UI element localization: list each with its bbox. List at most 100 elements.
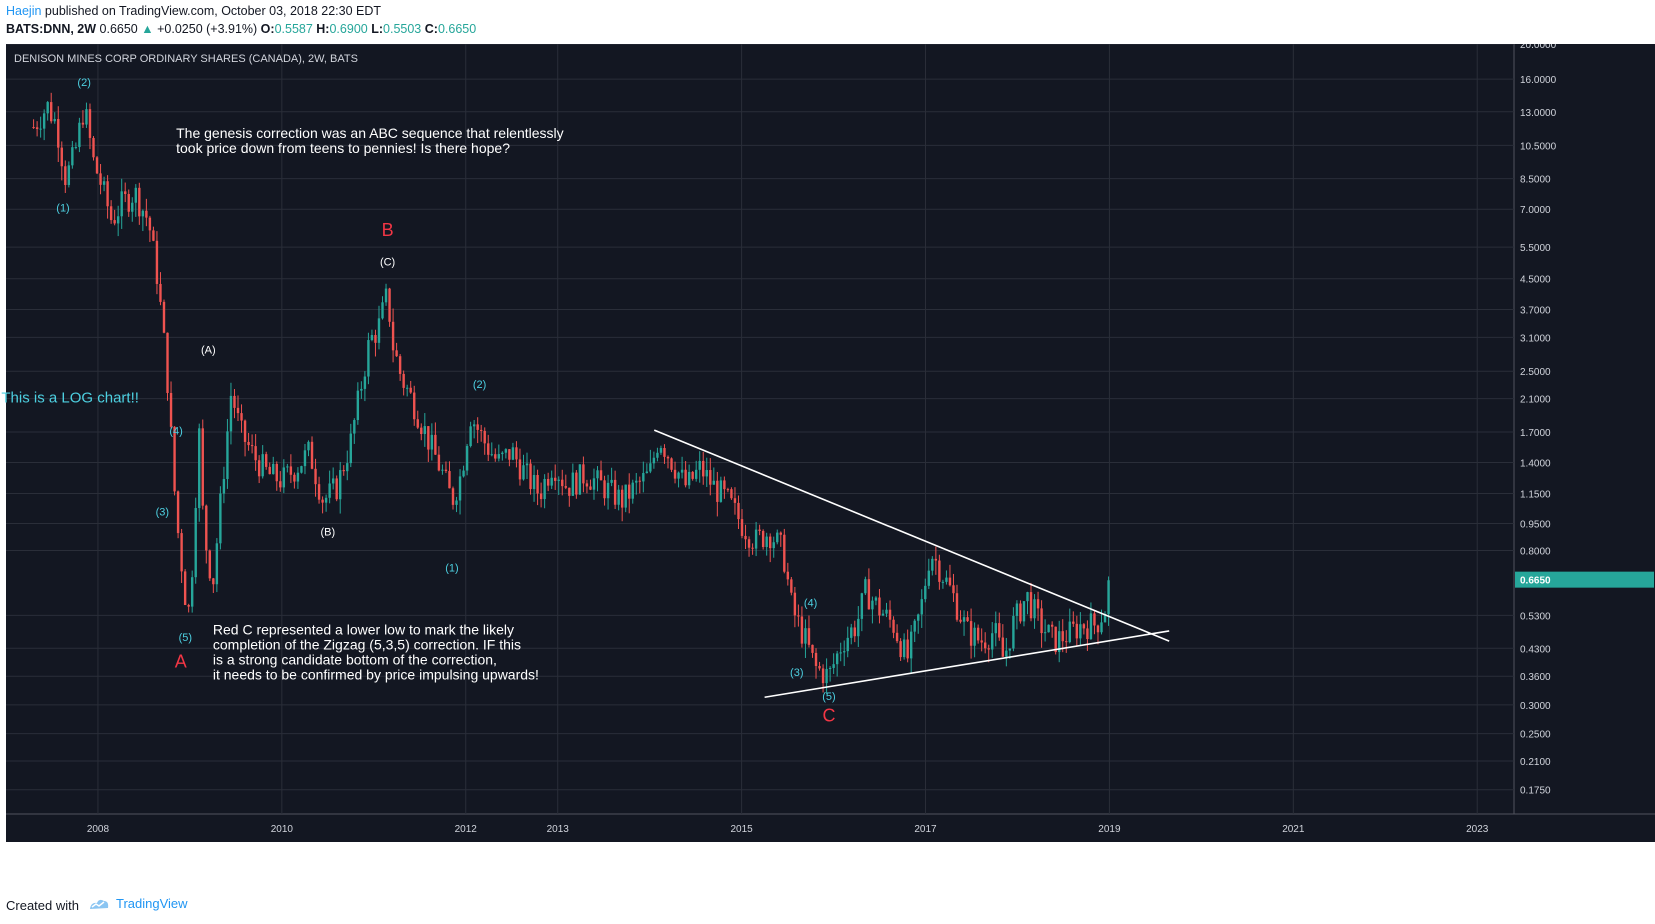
candle-body bbox=[395, 350, 398, 357]
candle-body bbox=[980, 640, 983, 643]
candle-body bbox=[783, 534, 786, 572]
candle-body bbox=[81, 122, 85, 125]
candle-body bbox=[342, 470, 345, 472]
candle-body bbox=[78, 122, 81, 148]
candle-body bbox=[1005, 650, 1008, 657]
candle-body bbox=[543, 478, 546, 500]
time-axis[interactable] bbox=[6, 814, 1655, 842]
candle-body bbox=[243, 420, 247, 442]
candle-body bbox=[490, 454, 493, 456]
candle-body bbox=[518, 459, 522, 480]
candle-body bbox=[363, 376, 367, 389]
last-price: 0.6650 bbox=[99, 22, 138, 36]
price-tick-label: 0.4300 bbox=[1520, 644, 1551, 655]
candle-body bbox=[564, 486, 567, 488]
candle-body bbox=[141, 210, 145, 217]
annotation-text: The genesis correction was an ABC sequen… bbox=[176, 125, 564, 141]
candle-body bbox=[74, 147, 78, 149]
chart-svg[interactable]: 20.0000 16.0000 13.0000 10.5000 8.5000 7.0000… bbox=[0, 44, 1655, 887]
chart-container[interactable]: 20.0000 16.0000 13.0000 10.5000 8.5000 7.0000… bbox=[0, 44, 1655, 887]
up-arrow-icon: ▲ bbox=[141, 22, 154, 36]
candle-body bbox=[578, 464, 582, 495]
candle-body bbox=[250, 445, 254, 447]
price-tick-label: 0.9500 bbox=[1520, 520, 1551, 531]
price-tick-label: 1.1500 bbox=[1520, 489, 1551, 500]
candle-body bbox=[511, 447, 515, 460]
candle-body bbox=[275, 463, 278, 482]
wave-label: (C) bbox=[380, 256, 395, 268]
candle-body bbox=[32, 127, 35, 129]
candle-body bbox=[670, 458, 673, 470]
price-tick-label: 16.0000 bbox=[1520, 75, 1557, 86]
candle-body bbox=[994, 623, 997, 634]
candle-body bbox=[871, 600, 874, 610]
candle-body bbox=[656, 452, 659, 458]
annotation-text: completion of the Zigzag (5,3,5) correct… bbox=[213, 636, 521, 652]
candle-body bbox=[487, 443, 490, 455]
candle-body bbox=[860, 593, 864, 619]
publish-info: published on TradingView.com, October 03… bbox=[44, 4, 382, 18]
candle-body bbox=[296, 472, 300, 482]
candle-body bbox=[673, 469, 677, 479]
candle-body bbox=[645, 471, 649, 474]
candle-body bbox=[716, 480, 719, 502]
candle-body bbox=[282, 467, 286, 488]
candle-body bbox=[159, 283, 162, 302]
candle-body bbox=[409, 387, 412, 393]
price-tick-label: 0.8000 bbox=[1520, 547, 1551, 558]
annotation-text: took price down from teens to pennies! I… bbox=[176, 140, 510, 156]
price-tick-label: 0.3600 bbox=[1520, 672, 1551, 683]
publish-line: Haejin published on TradingView.com, Oct… bbox=[6, 4, 381, 18]
candle-body bbox=[998, 623, 1001, 638]
time-tick-label: 2023 bbox=[1466, 824, 1489, 835]
candle-body bbox=[254, 446, 257, 461]
candle-body bbox=[1079, 624, 1082, 639]
low-label: L: bbox=[371, 22, 384, 36]
candle-body bbox=[1033, 599, 1036, 619]
trendline-lower[interactable] bbox=[764, 630, 1170, 699]
candle-body bbox=[497, 454, 501, 459]
candle-body bbox=[793, 592, 797, 616]
candle-body bbox=[321, 499, 324, 503]
candle-body bbox=[832, 664, 835, 668]
wave-label: (5) bbox=[822, 691, 835, 703]
tradingview-link[interactable]: TradingView bbox=[88, 896, 188, 911]
price-tick-label: 2.1000 bbox=[1520, 395, 1551, 406]
candle-body bbox=[508, 449, 511, 460]
candle-body bbox=[307, 441, 310, 451]
candle-body bbox=[642, 473, 645, 482]
chart-pane[interactable] bbox=[6, 44, 1514, 814]
candle-body bbox=[769, 536, 772, 549]
candle-body bbox=[367, 340, 370, 377]
candle-body bbox=[726, 489, 730, 491]
price-tick-label: 7.0000 bbox=[1520, 205, 1551, 216]
trendline-upper[interactable] bbox=[653, 429, 1170, 642]
candle-body bbox=[811, 644, 814, 653]
candle-body bbox=[1103, 614, 1107, 623]
wave-label: (2) bbox=[473, 379, 486, 391]
candle-body bbox=[561, 479, 564, 487]
candle-body bbox=[476, 424, 479, 430]
wave-label: (2) bbox=[77, 77, 90, 89]
candle-body bbox=[324, 497, 328, 503]
close-label: C: bbox=[424, 22, 438, 36]
price-axis[interactable] bbox=[1514, 44, 1655, 814]
candle-body bbox=[317, 484, 321, 500]
candle-body bbox=[113, 220, 116, 224]
candle-body bbox=[233, 395, 236, 408]
candle-body bbox=[638, 480, 641, 482]
footer: Created with TradingView bbox=[0, 887, 1655, 924]
wave-label-major: A bbox=[175, 652, 187, 672]
candle-body bbox=[765, 536, 768, 548]
candle-body bbox=[388, 288, 391, 322]
candle-body bbox=[208, 550, 212, 579]
candle-body bbox=[131, 202, 134, 212]
candle-body bbox=[88, 109, 92, 138]
price-tick-label: 0.5300 bbox=[1520, 611, 1551, 622]
candle-body bbox=[628, 484, 631, 499]
candle-body bbox=[624, 484, 627, 508]
author-link[interactable]: Haejin bbox=[6, 4, 42, 18]
candle-body bbox=[909, 631, 913, 659]
price-change: +0.0250 (+3.91%) bbox=[157, 22, 258, 36]
symbol-label: BATS:DNN, 2W bbox=[6, 22, 97, 36]
